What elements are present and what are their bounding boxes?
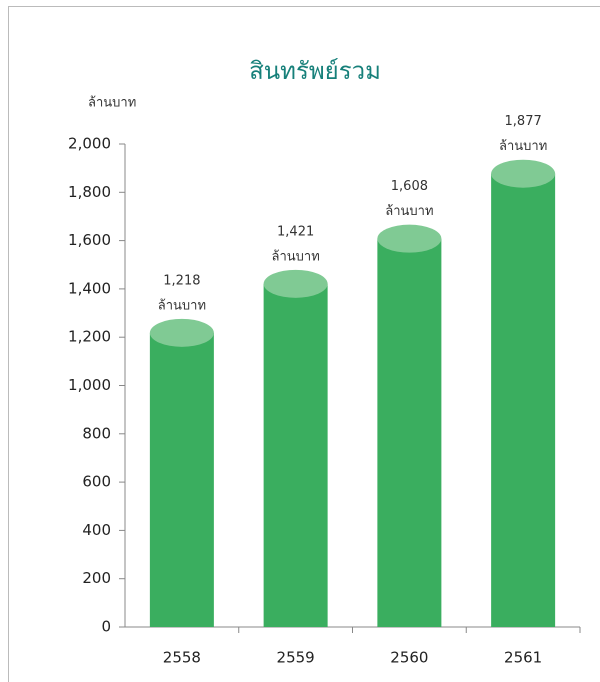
y-tick-label: 2,000 [68, 135, 111, 153]
y-tick-label: 1,400 [68, 279, 111, 297]
value-label: 1,877 [505, 114, 542, 129]
bar-top [149, 318, 214, 347]
y-tick-label: 800 [82, 424, 111, 442]
y-tick-label: 1,600 [68, 231, 111, 249]
value-label: 1,218 [163, 273, 200, 288]
y-tick-label: 600 [82, 473, 111, 491]
value-unit: ล้านบาท [385, 204, 433, 219]
y-tick-label: 1,800 [68, 183, 111, 201]
value-unit: ล้านบาท [499, 139, 547, 154]
y-tick-label: 200 [82, 569, 111, 587]
value-label: 1,421 [277, 224, 314, 239]
y-axis-label: ล้านบาท [88, 96, 136, 111]
value-label: 1,608 [391, 179, 428, 194]
value-unit: ล้านบาท [158, 298, 206, 313]
bar-top [491, 159, 556, 188]
bar [263, 283, 328, 627]
bar [491, 173, 556, 627]
bar [377, 238, 442, 627]
bar [149, 332, 214, 627]
y-tick-label: 1,200 [68, 328, 111, 346]
chart-title: สินทรัพย์รวม [249, 57, 381, 85]
x-tick-label: 2560 [390, 649, 428, 667]
value-unit: ล้านบาท [271, 249, 319, 264]
x-tick-label: 2561 [504, 649, 542, 667]
y-tick-label: 1,000 [68, 376, 111, 394]
x-tick-label: 2558 [163, 649, 201, 667]
y-tick-label: 400 [82, 521, 111, 539]
y-tick-label: 0 [101, 618, 111, 636]
bar-top [263, 269, 328, 298]
frame [8, 6, 600, 682]
bar-top [377, 224, 442, 253]
x-tick-label: 2559 [277, 649, 315, 667]
